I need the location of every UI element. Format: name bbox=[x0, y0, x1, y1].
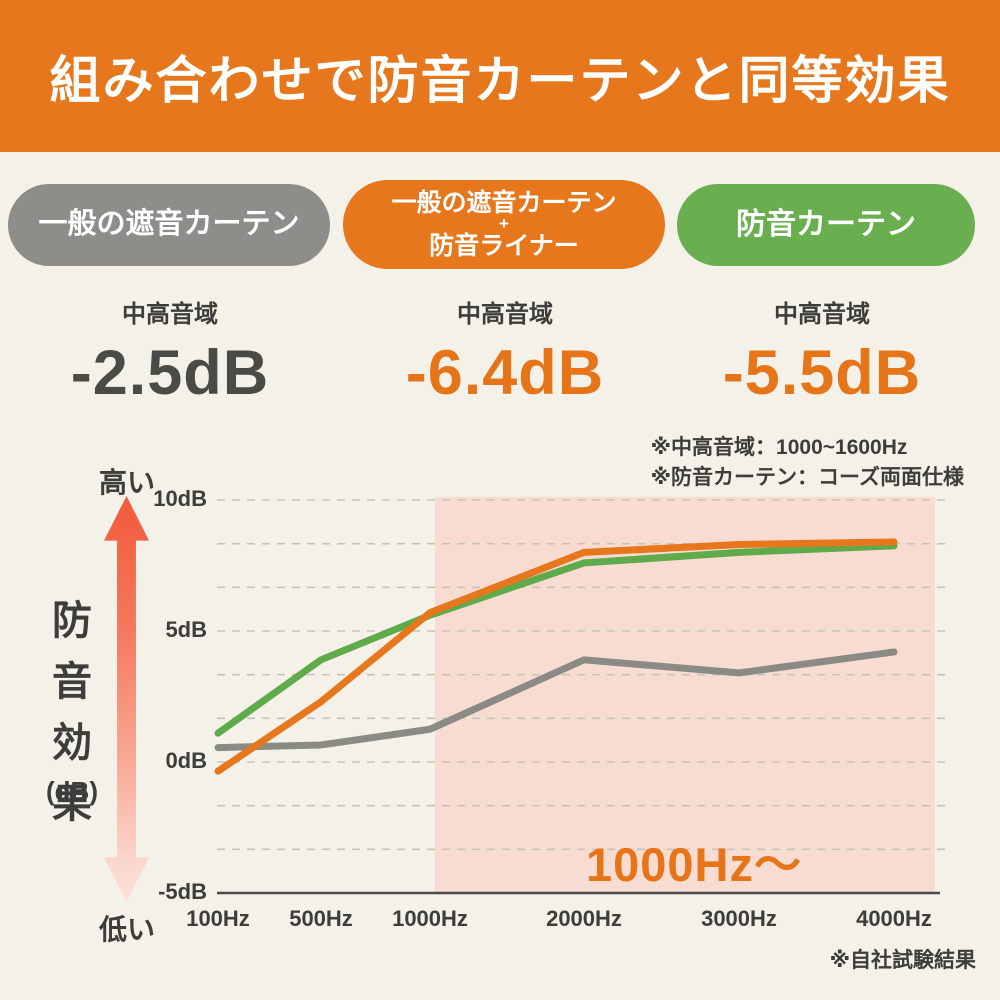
axis-high-label: 高い bbox=[98, 467, 155, 498]
y-axis-title-char: 防 bbox=[52, 599, 92, 643]
stat-value: -5.5dB bbox=[722, 338, 922, 408]
legend-pill-curtain-plus-liner: 一般の遮音カーテン + 防音ライナー bbox=[343, 180, 665, 269]
highlight-band-label: 1000Hz〜 bbox=[586, 838, 802, 891]
pill-label-line2: 防音ライナー bbox=[429, 231, 579, 260]
stat-range-label: 中高音域 bbox=[774, 301, 870, 328]
y-axis-title-char: 効 bbox=[52, 721, 92, 765]
y-axis-unit: (dB) bbox=[46, 776, 98, 806]
y-axis-title-char: 果 bbox=[52, 782, 92, 826]
stat-range-label: 中高音域 bbox=[457, 301, 553, 328]
stat-soundproof-curtain: 中高音域 -5.5dB bbox=[672, 294, 972, 409]
plus-sign: + bbox=[499, 214, 509, 234]
stat-range-label: 中高音域 bbox=[122, 301, 218, 328]
page-title: 組み合わせで防音カーテンと同等効果 bbox=[49, 52, 951, 109]
stat-value: -2.5dB bbox=[70, 338, 270, 408]
series-line bbox=[214, 538, 898, 775]
pill-label: 防音カーテン bbox=[736, 207, 916, 241]
footnote-midhigh-range: ※中高音域：1000~1600Hz bbox=[650, 436, 908, 459]
series-line bbox=[214, 542, 898, 737]
pill-label-line1: 一般の遮音カーテン bbox=[391, 188, 617, 217]
chart-footnotes: ※中高音域：1000~1600Hz ※防音カーテン：コーズ両面仕様 bbox=[651, 433, 964, 493]
stat-curtain-plus-liner: 中高音域 -6.4dB bbox=[355, 294, 655, 409]
header-banner: 組み合わせで防音カーテンと同等効果 bbox=[0, 0, 1000, 152]
legend-pill-soundproof-curtain: 防音カーテン bbox=[677, 184, 975, 266]
legend-pill-standard-curtain: 一般の遮音カーテン bbox=[8, 184, 330, 266]
y-axis-title: 防音効果 bbox=[42, 588, 102, 829]
series-line bbox=[214, 648, 898, 752]
highlight-band bbox=[435, 497, 935, 893]
stat-standard-curtain: 中高音域 -2.5dB bbox=[20, 294, 320, 409]
axis-low-label: 低い bbox=[98, 914, 155, 945]
stat-value: -6.4dB bbox=[405, 338, 605, 408]
source-note: ※自社試験結果 bbox=[829, 949, 976, 972]
pill-label: 一般の遮音カーテン bbox=[38, 208, 300, 241]
footnote-curtain-spec: ※防音カーテン：コーズ両面仕様 bbox=[650, 465, 964, 489]
y-axis-title-char: 音 bbox=[52, 660, 92, 704]
